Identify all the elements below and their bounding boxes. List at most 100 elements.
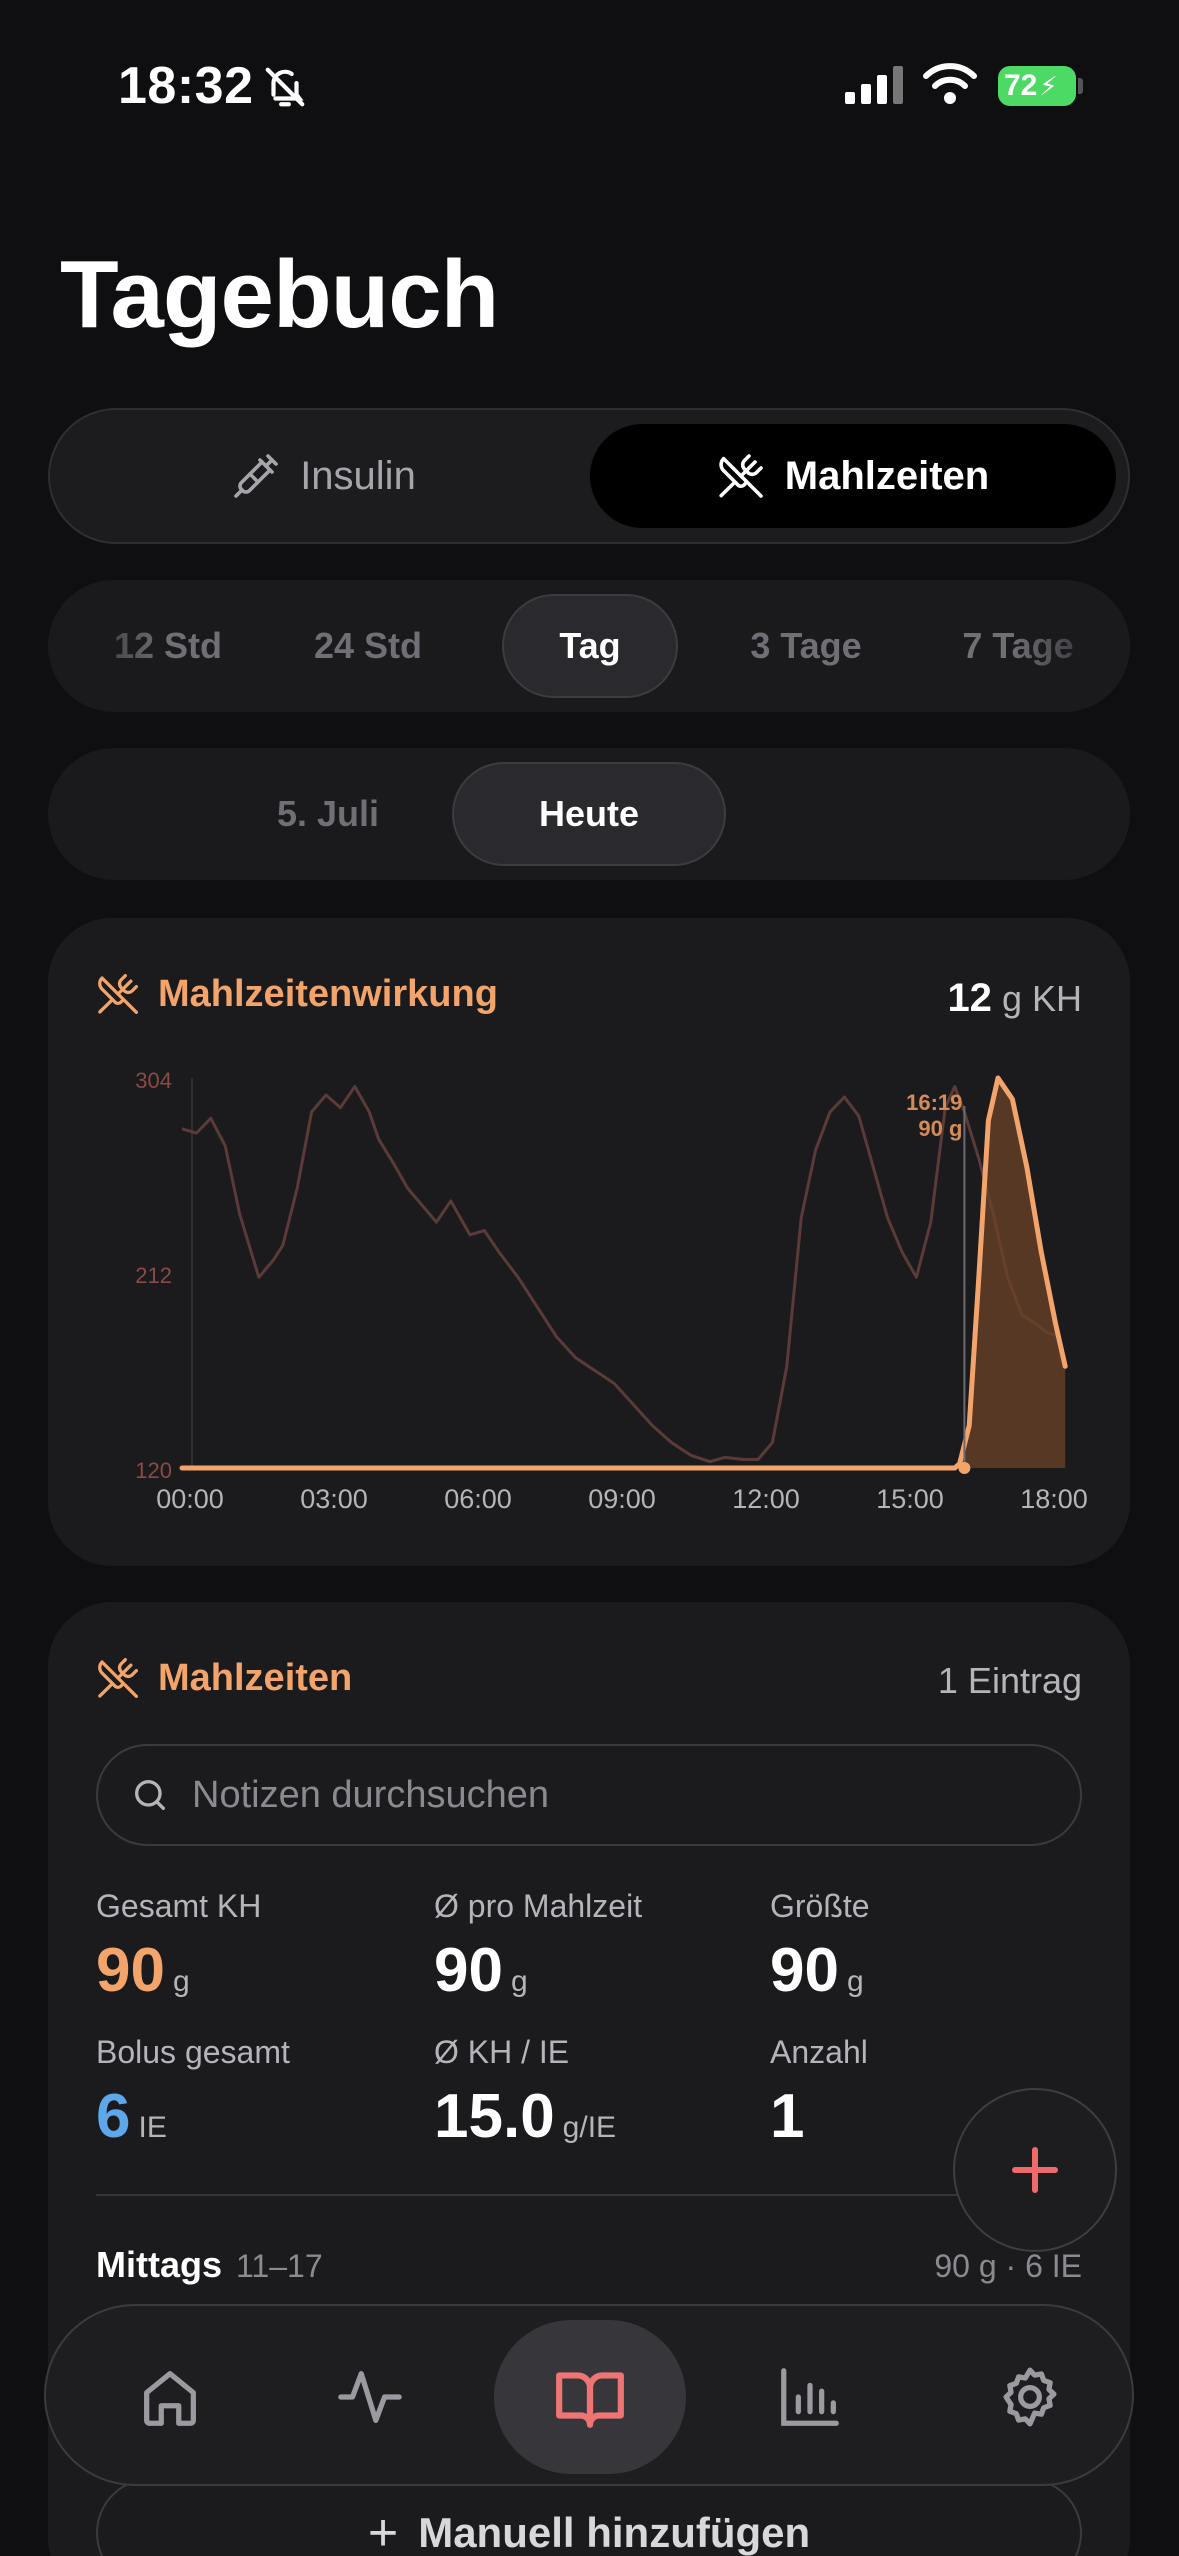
- stat-label: Anzahl: [770, 2034, 868, 2070]
- bar-chart-icon: [781, 2368, 839, 2426]
- tab-settings[interactable]: [950, 2306, 1110, 2488]
- stat-total-carbs: Gesamt KH 90 g: [96, 1888, 261, 2006]
- day-selector: 5. Juli Heute: [48, 748, 1130, 880]
- status-time: 18:32: [118, 57, 254, 115]
- scroll-fade-left: [48, 580, 168, 712]
- x-tick-label: 06:00: [444, 1484, 512, 1514]
- meal-group-summary: 90 g · 6 IE: [934, 2248, 1082, 2284]
- tab-home[interactable]: [90, 2306, 250, 2488]
- meal-effect-total: 12 g KH: [947, 976, 1082, 1021]
- charging-bolt-icon: ⚡: [1039, 70, 1058, 101]
- manual-add-button[interactable]: + Manuell hinzufügen: [96, 2478, 1082, 2556]
- range-chip-3d[interactable]: 3 Tage: [750, 625, 862, 666]
- syringe-icon: [234, 454, 278, 498]
- meal-group-header: Mittags 11–17: [96, 2244, 323, 2286]
- stat-carbs-per-unit: Ø KH / IE 15.0 g/IE: [434, 2034, 616, 2152]
- meal-effect-line: [179, 1075, 1068, 1471]
- meals-title: Mahlzeiten: [158, 1656, 353, 1699]
- tab-diary[interactable]: [494, 2320, 686, 2474]
- mode-insulin-button[interactable]: Insulin: [64, 424, 584, 528]
- stat-unit: IE: [138, 2111, 167, 2144]
- x-tick-label: 12:00: [732, 1484, 800, 1514]
- stat-value: 6 IE: [96, 2081, 290, 2152]
- mode-meals-label: Mahlzeiten: [784, 453, 990, 498]
- y-tick-label: 212: [135, 1263, 172, 1288]
- range-selector: 12 Std 24 Std Tag 3 Tage 7 Tage: [48, 580, 1130, 712]
- stat-unit: g: [846, 1965, 864, 1998]
- day-chip-today[interactable]: Heute: [452, 762, 726, 866]
- notes-search-input[interactable]: [192, 1773, 1012, 1817]
- tab-statistics[interactable]: [730, 2306, 890, 2488]
- add-entry-fab[interactable]: [953, 2088, 1117, 2252]
- stat-unit: g: [172, 1965, 190, 1998]
- meal-marker-dot: [958, 1462, 971, 1474]
- stat-value: 15.0 g/IE: [434, 2081, 616, 2152]
- range-chip-24h[interactable]: 24 Std: [313, 625, 423, 666]
- meal-group-name: Mittags: [96, 2244, 222, 2285]
- stat-number: 90: [434, 1936, 503, 2005]
- tab-activity[interactable]: [290, 2306, 450, 2488]
- battery-percent: 72: [1004, 69, 1038, 102]
- stat-count: Anzahl 1: [770, 2034, 868, 2152]
- range-chip-day[interactable]: Tag: [502, 594, 678, 698]
- meal-effect-card: Mahlzeitenwirkung 12 g KH 304 212 120 00:00…: [48, 918, 1130, 1566]
- stat-label: Gesamt KH: [96, 1888, 262, 1924]
- utensils-crossed-icon: [98, 974, 138, 1014]
- meal-marker-amount: 90 g: [918, 1116, 962, 1141]
- manual-add-label: Manuell hinzufügen: [418, 2509, 811, 2556]
- stat-label: Ø pro Mahlzeit: [434, 1888, 643, 1924]
- stat-value: 1: [770, 2081, 868, 2152]
- stat-label: Größte: [770, 1888, 870, 1924]
- stat-number: 6: [96, 2082, 131, 2151]
- stat-unit: g/IE: [562, 2111, 617, 2144]
- y-tick-label: 304: [135, 1068, 172, 1093]
- stat-number: 90: [770, 1936, 839, 2005]
- stat-label: Ø KH / IE: [434, 2034, 570, 2070]
- scroll-fade-right: [1010, 580, 1130, 712]
- x-tick-label: 00:00: [156, 1484, 224, 1514]
- page-title: Tagebuch: [60, 241, 499, 348]
- day-chip-previous[interactable]: 5. Juli: [276, 793, 380, 834]
- meal-marker-time: 16:19: [906, 1090, 962, 1115]
- home-icon: [144, 2371, 196, 2426]
- mode-meals-button[interactable]: Mahlzeiten: [590, 424, 1116, 528]
- meal-effect-total-value: 12: [947, 976, 992, 1020]
- meals-header: Mahlzeiten: [96, 1656, 352, 1700]
- search-icon: [135, 1780, 165, 1810]
- tab-bar: [44, 2304, 1134, 2486]
- plus-icon: +: [367, 2504, 399, 2556]
- activity-icon: [338, 2371, 402, 2423]
- stat-unit: g: [510, 1965, 528, 1998]
- stat-bolus-total: Bolus gesamt 6 IE: [96, 2034, 290, 2152]
- meal-effect-area: [182, 1078, 1066, 1468]
- stat-number: 15.0: [434, 2082, 555, 2151]
- notes-search-box[interactable]: [96, 1744, 1082, 1846]
- meal-effect-header: Mahlzeitenwirkung: [96, 972, 498, 1016]
- plus-icon: [1012, 2147, 1058, 2193]
- x-tick-label: 15:00: [876, 1484, 944, 1514]
- utensils-crossed-icon: [98, 1658, 138, 1698]
- x-tick-label: 09:00: [588, 1484, 656, 1514]
- glucose-background-line: [181, 1084, 1061, 1464]
- stat-number: 1: [770, 2082, 805, 2151]
- battery-level: 72 ⚡: [998, 66, 1076, 106]
- stat-label: Bolus gesamt: [96, 2034, 290, 2070]
- status-bar: 18:32 72 ⚡: [0, 0, 1179, 170]
- mode-insulin-label: Insulin: [300, 453, 416, 498]
- stat-value: 90 g: [96, 1935, 261, 2006]
- y-tick-label: 120: [135, 1458, 172, 1483]
- bell-muted-icon: [265, 67, 305, 107]
- stat-number: 90: [96, 1936, 165, 2005]
- stats-divider: [96, 2194, 1082, 2196]
- mode-switch: Insulin Mahlzeiten: [48, 408, 1130, 544]
- x-tick-label: 18:00: [1020, 1484, 1088, 1514]
- meal-effect-title: Mahlzeitenwirkung: [158, 972, 498, 1015]
- x-tick-label: 03:00: [300, 1484, 368, 1514]
- wifi-icon: [923, 63, 977, 104]
- cellular-signal-icon: [845, 66, 903, 104]
- utensils-crossed-icon: [719, 454, 763, 498]
- battery-tip: [1078, 78, 1083, 94]
- stat-value: 90 g: [434, 1935, 642, 2006]
- stat-value: 90 g: [770, 1935, 870, 2006]
